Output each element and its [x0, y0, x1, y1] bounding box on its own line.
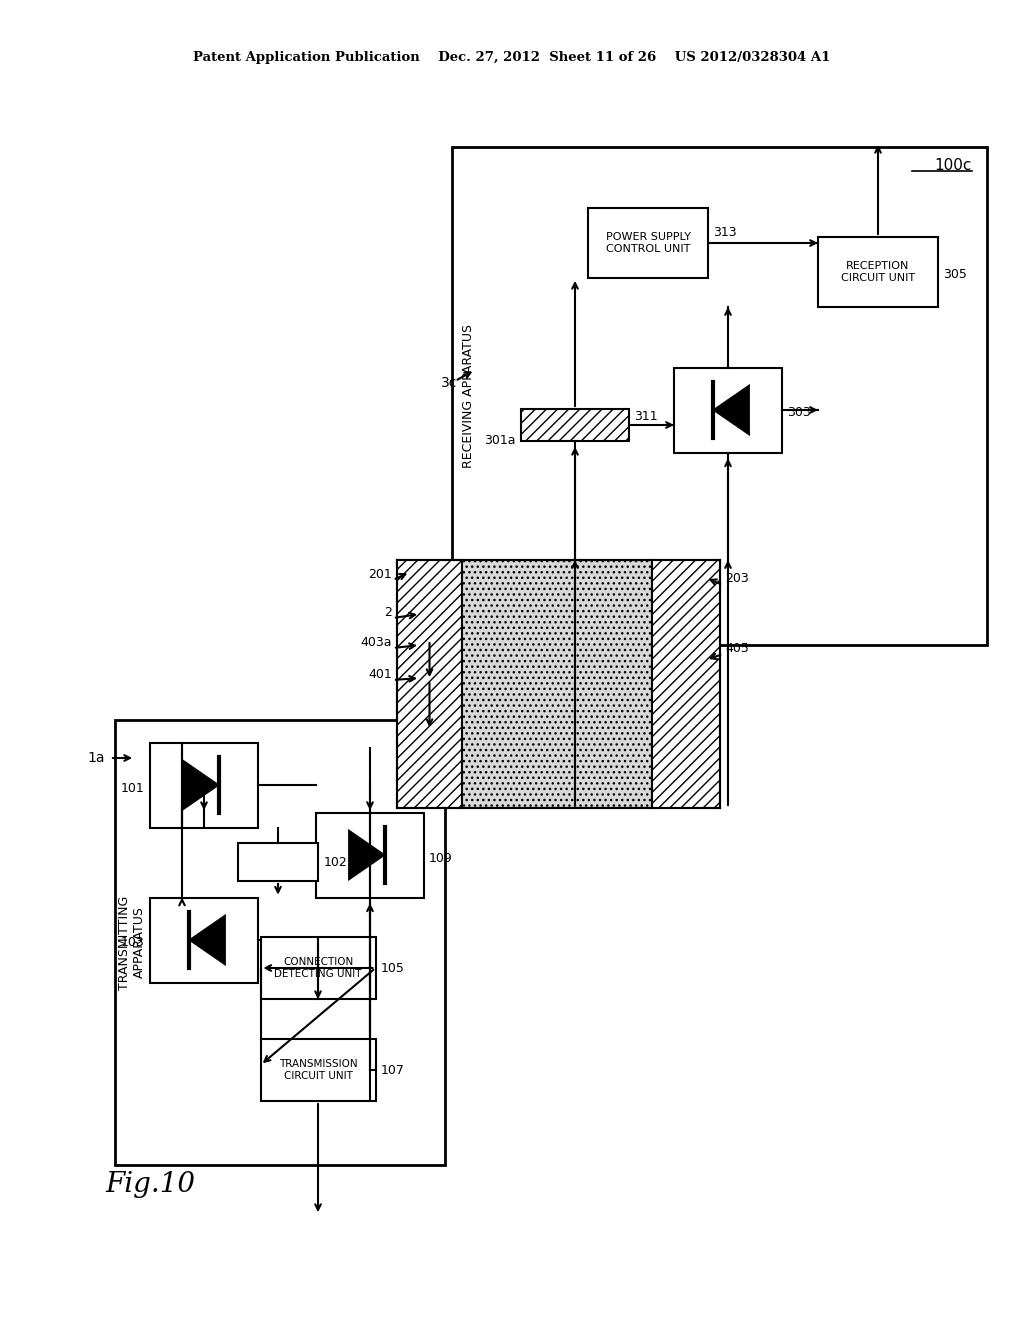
Text: POWER SUPPLY
CONTROL UNIT: POWER SUPPLY CONTROL UNIT — [605, 232, 690, 253]
Bar — [652, 560, 720, 808]
Bar — [818, 238, 938, 308]
Text: 313: 313 — [713, 227, 736, 239]
Text: TRANSMISSION
CIRCUIT UNIT: TRANSMISSION CIRCUIT UNIT — [279, 1059, 357, 1081]
Text: RECEPTION
CIRCUIT UNIT: RECEPTION CIRCUIT UNIT — [841, 261, 915, 282]
Bar — [452, 147, 987, 645]
Text: 103: 103 — [120, 936, 144, 949]
Bar — [674, 367, 782, 453]
Text: 201: 201 — [369, 569, 392, 582]
Bar — [397, 560, 462, 808]
Text: 401: 401 — [369, 668, 392, 681]
Text: 2: 2 — [384, 606, 392, 619]
Bar — [150, 898, 258, 982]
Text: RECEIVING APPARATUS: RECEIVING APPARATUS — [463, 323, 475, 469]
Bar — [260, 1039, 376, 1101]
Polygon shape — [348, 829, 385, 880]
Bar — [588, 209, 708, 279]
Bar — [238, 843, 318, 880]
Text: 107: 107 — [381, 1064, 404, 1077]
Bar — [115, 719, 445, 1166]
Text: Patent Application Publication    Dec. 27, 2012  Sheet 11 of 26    US 2012/03283: Patent Application Publication Dec. 27, … — [194, 51, 830, 65]
Polygon shape — [188, 915, 225, 965]
Text: 101: 101 — [120, 781, 144, 795]
Text: CONNECTION
DETECTING UNIT: CONNECTION DETECTING UNIT — [274, 957, 361, 979]
Text: 311: 311 — [634, 411, 657, 424]
Text: 102: 102 — [324, 855, 348, 869]
Text: 100c: 100c — [935, 157, 972, 173]
Bar — [462, 560, 652, 808]
Text: 405: 405 — [725, 642, 749, 655]
Bar — [150, 742, 258, 828]
Text: 303: 303 — [787, 407, 811, 420]
Bar — [316, 813, 424, 898]
Text: 203: 203 — [725, 572, 749, 585]
Text: 1a: 1a — [87, 751, 105, 766]
Text: 301a: 301a — [484, 434, 516, 447]
Polygon shape — [182, 759, 219, 810]
Text: 403a: 403a — [360, 635, 392, 648]
Text: 3c: 3c — [440, 376, 457, 389]
Text: 109: 109 — [429, 851, 453, 865]
Text: 305: 305 — [943, 268, 967, 281]
Text: 105: 105 — [381, 961, 404, 974]
Bar — [521, 409, 629, 441]
Text: Fig.10: Fig.10 — [105, 1172, 195, 1199]
Bar — [260, 937, 376, 999]
Text: TRANSMITTING
APPARATUS: TRANSMITTING APPARATUS — [118, 895, 146, 990]
Polygon shape — [713, 384, 750, 436]
